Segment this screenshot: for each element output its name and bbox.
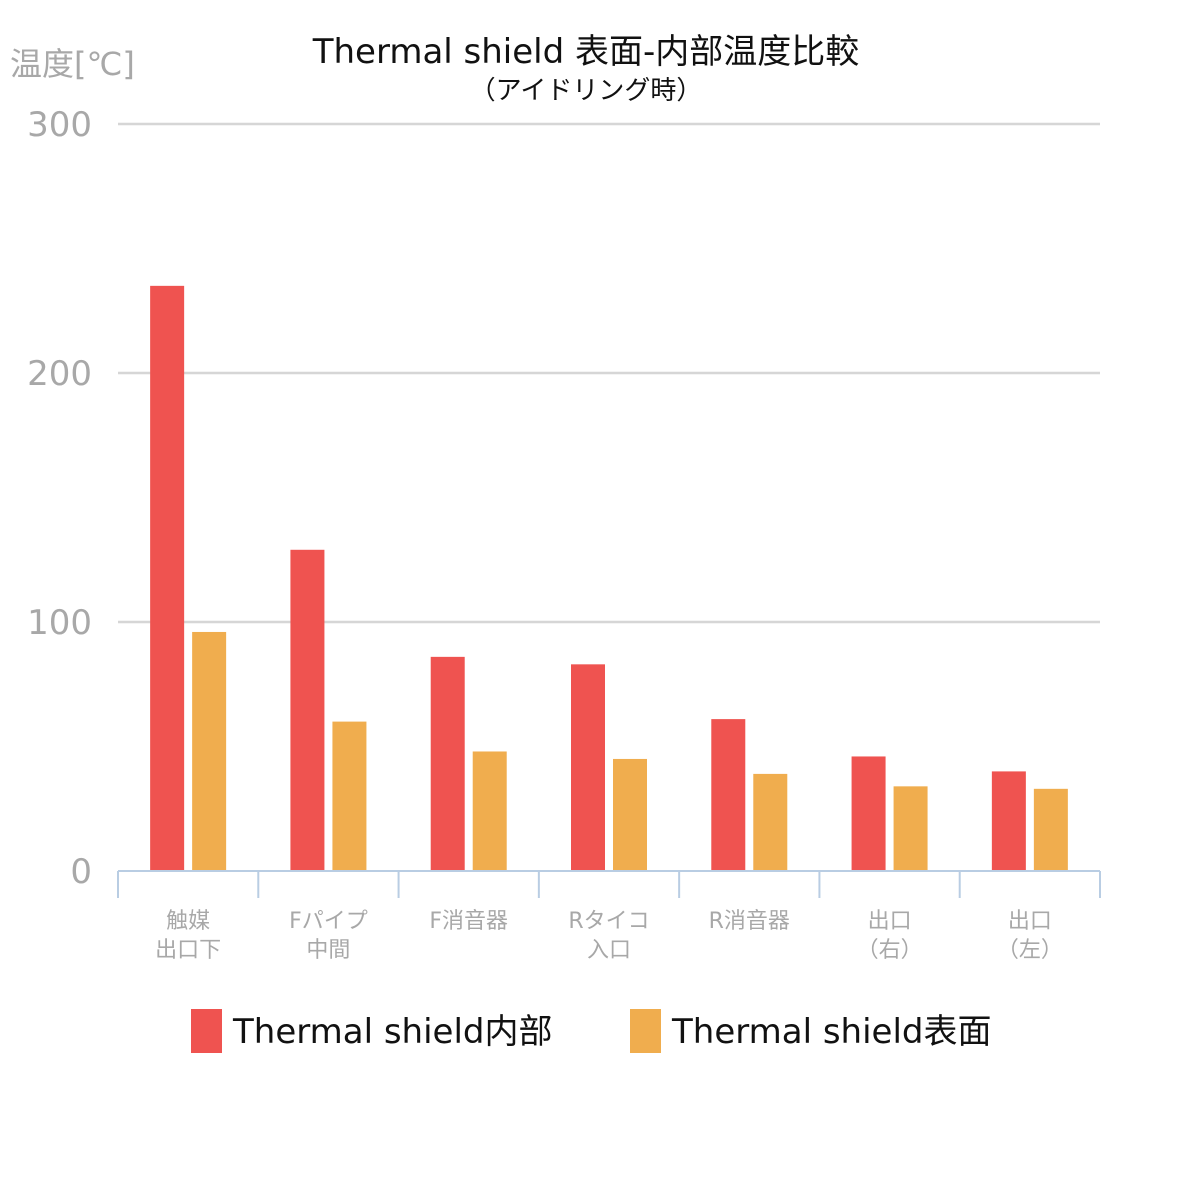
bar	[192, 631, 227, 871]
y-tick-label: 100	[27, 603, 92, 643]
x-tick-label: （左）	[997, 938, 1063, 963]
bar	[290, 549, 325, 871]
y-tick-label: 300	[27, 105, 92, 145]
bar	[851, 756, 886, 871]
bar	[571, 664, 605, 871]
bar	[893, 786, 928, 871]
bar	[332, 721, 367, 871]
bar	[613, 758, 647, 871]
bar	[1033, 788, 1068, 871]
x-tick-label: （右）	[857, 938, 923, 963]
legend: Thermal shield内部 Thermal shield表面	[191, 1009, 991, 1053]
bar	[430, 656, 465, 871]
chart-subtitle: （アイドリング時）	[470, 76, 703, 106]
y-axis-label: 温度[℃]	[10, 45, 135, 83]
x-tick-label: F消音器	[429, 909, 508, 934]
bar	[472, 751, 507, 871]
x-tick-label: Fパイプ	[289, 909, 368, 934]
bar	[711, 719, 746, 871]
bar	[150, 285, 185, 872]
legend-swatch	[630, 1009, 661, 1053]
legend-swatch	[191, 1009, 222, 1053]
x-tick-label: Rタイコ	[568, 909, 649, 934]
x-tick-label: R消音器	[709, 909, 790, 934]
x-tick-label: 触媒	[166, 909, 210, 934]
y-tick-label: 0	[70, 852, 92, 892]
x-tick-label: 出口	[1008, 909, 1052, 934]
bars	[150, 285, 1068, 872]
bar	[991, 771, 1026, 871]
x-tick-label: 出口	[868, 909, 912, 934]
grid: 0 100 200 300	[27, 105, 1100, 892]
bar	[753, 773, 788, 871]
chart-title: Thermal shield 表面-内部温度比較	[312, 32, 860, 72]
x-tick-label: 入口	[587, 938, 631, 963]
x-tick-label: 出口下	[155, 938, 221, 963]
y-tick-label: 200	[27, 354, 92, 394]
legend-label: Thermal shield内部	[232, 1012, 552, 1052]
x-tick-label: 中間	[306, 938, 350, 963]
legend-label: Thermal shield表面	[671, 1012, 991, 1052]
